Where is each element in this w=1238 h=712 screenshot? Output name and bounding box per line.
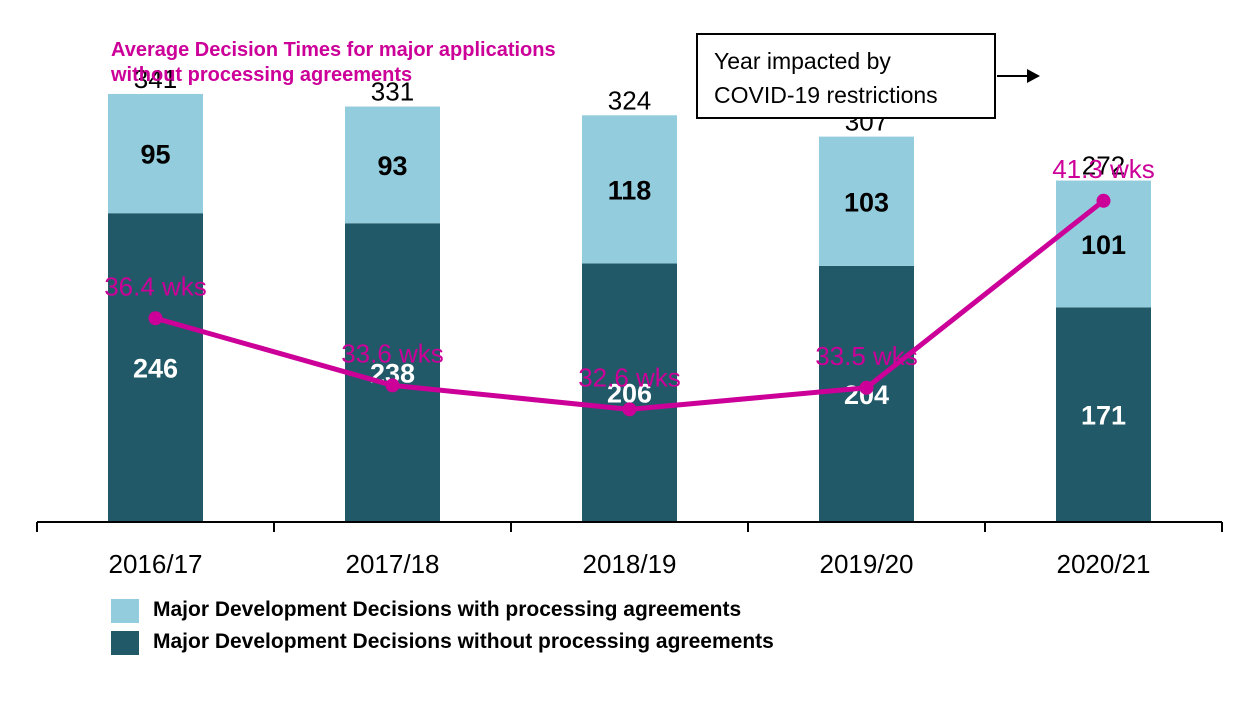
legend-swatch-without-agreements — [111, 631, 139, 655]
line-label-2018/19: 32.6 wks — [578, 362, 681, 392]
bar-without-agreements-2017/18 — [345, 223, 440, 522]
data-label-with-agreements-2016/17: 95 — [140, 140, 170, 170]
x-tick-label-2017/18: 2017/18 — [346, 549, 440, 579]
callout-arrow-head — [1027, 69, 1040, 83]
legend-label-without-agreements: Major Development Decisions without proc… — [153, 630, 774, 653]
covid-callout-box: Year impacted by COVID-19 restrictions — [696, 33, 996, 119]
covid-callout-line-1: Year impacted by — [714, 48, 891, 74]
legend-swatch-with-agreements — [111, 599, 139, 623]
data-label-with-agreements-2019/20: 103 — [844, 187, 889, 217]
line-label-2019/20: 33.5 wks — [815, 341, 918, 371]
line-point-2016/17 — [148, 311, 163, 326]
bar-with-agreements-2018/19 — [582, 115, 677, 264]
total-label-2018/19: 324 — [608, 85, 651, 115]
line-point-2019/20 — [859, 380, 874, 395]
line-label-2020/21: 41.3 wks — [1052, 154, 1155, 184]
legend-label-with-agreements: Major Development Decisions with process… — [153, 598, 742, 621]
line-series-title-line-1: Average Decision Times for major applica… — [111, 39, 556, 61]
data-label-without-agreements-2020/21: 171 — [1081, 401, 1126, 431]
data-label-with-agreements-2018/19: 118 — [608, 175, 652, 205]
bar-without-agreements-2016/17 — [108, 213, 203, 522]
covid-callout-line-2: COVID-19 restrictions — [714, 82, 938, 108]
x-tick-label-2019/20: 2019/20 — [820, 549, 914, 579]
bar-without-agreements-2020/21 — [1056, 307, 1151, 522]
line-point-2018/19 — [622, 402, 637, 417]
line-label-2016/17: 36.4 wks — [104, 271, 207, 301]
bar-with-agreements-2016/17 — [108, 93, 203, 214]
data-label-with-agreements-2017/18: 93 — [377, 151, 407, 181]
bar-without-agreements-2018/19 — [582, 263, 677, 522]
data-label-with-agreements-2020/21: 101 — [1081, 230, 1126, 260]
total-label-2016/17: 341 — [134, 64, 177, 94]
bar-with-agreements-2019/20 — [819, 136, 914, 266]
total-label-2017/18: 331 — [371, 77, 414, 107]
x-tick-label-2018/19: 2018/19 — [583, 549, 677, 579]
line-point-2017/18 — [385, 378, 400, 393]
bar-with-agreements-2017/18 — [345, 106, 440, 224]
line-series-title: Average Decision Times for major applica… — [111, 38, 691, 88]
data-label-without-agreements-2016/17: 246 — [133, 354, 178, 384]
total-label-2020/21: 272 — [1082, 151, 1125, 181]
line-label-2017/18: 33.6 wks — [341, 338, 444, 368]
line-series-title-line-2: without processing agreements — [111, 64, 413, 86]
x-tick-label-2020/21: 2020/21 — [1057, 549, 1151, 579]
line-point-2020/21 — [1096, 193, 1111, 208]
x-tick-label-2016/17: 2016/17 — [109, 549, 203, 579]
